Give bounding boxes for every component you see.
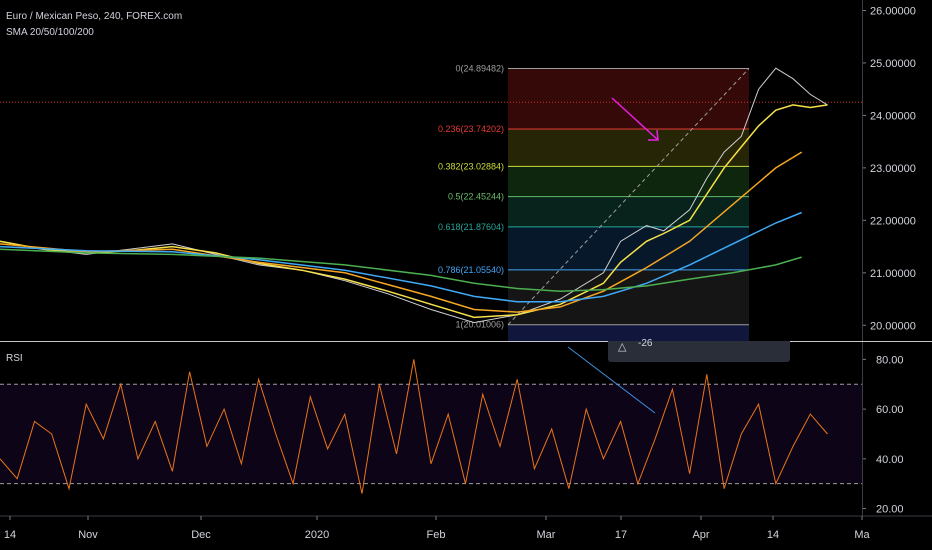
price-tick-label: 25.00000 (870, 58, 916, 70)
price-tick-label: 24.00000 (870, 110, 916, 122)
time-tick-label: 14 (4, 529, 16, 541)
price-tick-label: 22.00000 (870, 215, 916, 227)
symbol-title: Euro / Mexican Peso, 240, FOREX.com (6, 11, 183, 22)
time-tick-label: Apr (692, 529, 709, 541)
time-tick-label: 14 (767, 529, 779, 541)
pane-separator[interactable] (0, 341, 932, 342)
rsi-pane (0, 346, 862, 494)
fib-level-label: 0.382(23.02884) (438, 161, 504, 171)
price-tick-label: 26.00000 (870, 5, 916, 17)
arrow-annotation (611, 97, 659, 141)
rsi-legend[interactable]: RSI (6, 353, 23, 364)
fib-zone (508, 269, 749, 325)
fib-level-label: 0(24.89482) (455, 63, 504, 73)
sma50-line (0, 151, 803, 313)
sma100-line (0, 211, 802, 303)
measure-value: -26 (638, 338, 653, 349)
fib-zone (508, 128, 749, 167)
fib-zone (508, 166, 749, 197)
axes: 26.00000 25.00000 24.00000 23.00000 22.00000… (0, 5, 932, 541)
fib-level-label: 0.5(22.45244) (448, 192, 504, 202)
fib-zone (508, 196, 749, 227)
time-tick-label: 17 (615, 529, 627, 541)
price-tick-label: 20.00000 (870, 320, 916, 332)
time-tick-label: Nov (78, 529, 98, 541)
rsi-tick-label: 20.00 (876, 504, 904, 516)
sma20-line (0, 104, 828, 319)
fib-zone (508, 226, 749, 270)
sma-legend[interactable]: SMA 20/50/100/200 (6, 27, 94, 38)
fib-level-label: 0.786(21.05540) (438, 265, 504, 275)
fib-level-label: 0.236(23.74202) (438, 124, 504, 134)
time-tick-label: Mar (537, 529, 556, 541)
rsi-trendline (567, 346, 656, 414)
price-line (0, 67, 828, 324)
fib-trend-line (507, 68, 750, 326)
rsi-tick-label: 40.00 (876, 454, 904, 466)
fib-zone-below (508, 324, 749, 341)
price-tick-label: 23.00000 (870, 163, 916, 175)
time-tick-label: Feb (427, 529, 446, 541)
time-tick-label: Ma (854, 529, 870, 541)
fib-zone (508, 68, 749, 129)
measure-tooltip: △ -26 (608, 338, 790, 362)
delta-icon: △ (618, 341, 627, 353)
fib-level-label: 0.618(21.87604) (438, 222, 504, 232)
price-axis-separator (862, 0, 863, 516)
price-pane: 0(24.89482) 0.236(23.74202) 0.382(23.02884… (0, 63, 862, 341)
rsi-tick-label: 60.00 (876, 404, 904, 416)
sma200-line (0, 248, 802, 292)
time-tick-label: 2020 (305, 529, 329, 541)
time-tick-label: Dec (191, 529, 211, 541)
rsi-line (0, 359, 828, 494)
fib-level-label: 1(20.01006) (455, 320, 504, 330)
arrow-head (648, 129, 659, 141)
rsi-tick-label: 80.00 (876, 354, 904, 366)
rsi-band-fill (0, 384, 862, 484)
price-tick-label: 21.00000 (870, 268, 916, 280)
